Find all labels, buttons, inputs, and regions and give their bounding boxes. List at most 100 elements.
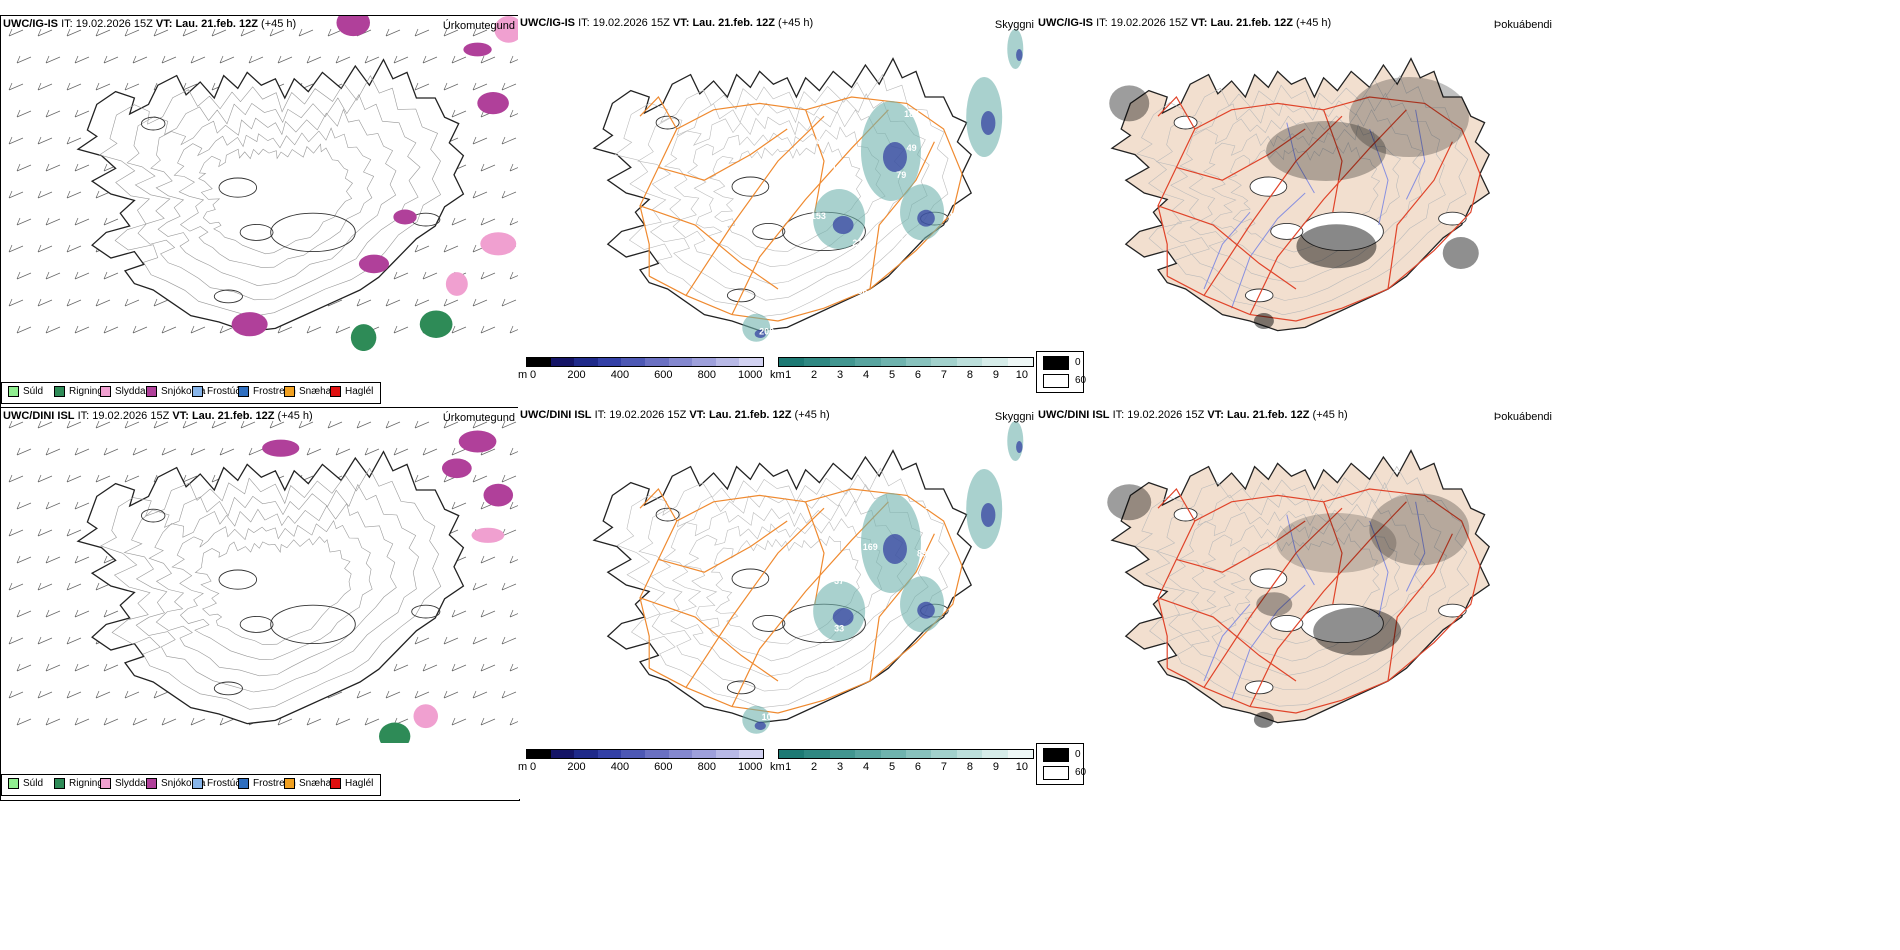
- wind-barb: [472, 190, 488, 199]
- panel-title: UWC/IG-IS IT: 19.02.2026 15Z VT: Lau. 21…: [1038, 17, 1331, 29]
- wind-barb: [240, 420, 256, 429]
- wind-barb: [8, 636, 24, 645]
- road-line: [658, 520, 788, 573]
- legend-label: Frostúði: [207, 386, 244, 397]
- wind-barb: [37, 582, 53, 591]
- terrain-contour: [1227, 141, 1381, 253]
- wind-barb: [45, 163, 61, 172]
- wind-barb: [364, 717, 380, 726]
- wind-barb: [190, 55, 206, 64]
- wind-barb: [480, 217, 496, 226]
- colorbar-unit: km: [770, 369, 785, 381]
- wind-barb: [327, 420, 343, 429]
- road-line: [869, 533, 935, 682]
- wind-barb: [74, 271, 90, 280]
- wind-barb: [480, 609, 496, 618]
- precip-area: [336, 16, 371, 37]
- road-line: [1249, 501, 1407, 707]
- colorbar-tick-label: 8: [966, 369, 973, 381]
- precip-area: [441, 458, 472, 479]
- glacier-outline: [411, 604, 441, 619]
- visibility-value-label: 47: [948, 211, 958, 221]
- visibility-value-label: 49: [907, 143, 917, 153]
- iceland-map[interactable]: [1036, 407, 1554, 747]
- colorbar-strip: [526, 357, 764, 367]
- legend-item: Frostregn: [238, 386, 296, 397]
- colorbar-bin: [621, 750, 645, 758]
- panel-title: UWC/DINI ISL IT: 19.02.2026 15Z VT: Lau.…: [1038, 409, 1348, 421]
- init-label: IT:: [61, 18, 73, 30]
- iceland-map[interactable]: 29 184 208 152 79 153 47 219 122 156 200 49: [518, 15, 1036, 355]
- road-line: [1157, 205, 1297, 290]
- product-name: Þokuábendi: [1493, 411, 1552, 423]
- colorbar-bin: [1007, 358, 1034, 366]
- legend-swatch: [192, 778, 203, 789]
- colorbar-tick-label: 10: [1015, 369, 1028, 381]
- wind-barb: [472, 28, 488, 37]
- wind-barb: [414, 298, 430, 307]
- colorbar-bin: [855, 358, 881, 366]
- wind-barb: [153, 28, 169, 37]
- wind-barb: [451, 109, 467, 118]
- wind-barb: [306, 447, 322, 456]
- wind-barb: [385, 28, 401, 37]
- wind-barb: [95, 582, 111, 591]
- legend-item: Frostúði: [192, 778, 243, 789]
- wind-barb: [74, 663, 90, 672]
- terrain-contour: [616, 467, 950, 709]
- wind-barb: [45, 717, 61, 726]
- wind-barb: [161, 55, 177, 64]
- terrain-contour: [150, 108, 397, 287]
- colorbar-bin: [956, 750, 983, 758]
- fog-index-area: [1442, 237, 1479, 269]
- wind-barb: [480, 555, 496, 564]
- low-visibility-area: [1007, 29, 1024, 69]
- fog-index-area: [1109, 85, 1150, 122]
- terrain-contour: [194, 536, 352, 645]
- legend-label: Snæhagl: [299, 386, 340, 397]
- fog-legend-label: 60: [1075, 375, 1087, 386]
- init-label: IT:: [1112, 409, 1125, 421]
- iceland-map[interactable]: [1, 16, 519, 351]
- wind-barb: [443, 420, 459, 429]
- wind-barb: [327, 28, 343, 37]
- wind-barb: [190, 447, 206, 456]
- precip-type-legend: Súld Rigning Slydda Snjókoma Frostúði Frostre…: [1, 774, 381, 796]
- init-time: 19.02.2026 15Z: [609, 409, 687, 421]
- terrain-contour: [1225, 532, 1381, 644]
- iceland-map[interactable]: [1, 408, 519, 743]
- wind-barb: [422, 447, 438, 456]
- wind-barb: [45, 109, 61, 118]
- visibility-value-label: 33: [834, 623, 844, 633]
- wind-barb: [124, 690, 140, 699]
- valid-time: Lau. 21.feb. 12Z: [191, 410, 275, 422]
- legend-label: Haglél: [345, 386, 374, 397]
- wind-barb: [37, 244, 53, 253]
- wind-barb: [501, 298, 517, 307]
- wind-barb: [45, 447, 61, 456]
- fog-index-area: [1313, 607, 1402, 656]
- colorbar-tick-label: 1: [785, 761, 792, 773]
- wind-barb: [306, 717, 322, 726]
- wind-barb: [37, 82, 53, 91]
- colorbar-tick-label: 5: [888, 761, 896, 773]
- road-line: [805, 109, 825, 213]
- fog-index-area: [1348, 77, 1469, 157]
- wind-barb: [501, 82, 517, 91]
- wind-barb: [501, 420, 517, 429]
- iceland-map[interactable]: [1036, 15, 1554, 355]
- wind-barb: [8, 82, 24, 91]
- terrain-contour: [126, 94, 421, 301]
- iceland-map[interactable]: 86 101 15 169 89 37 33 15 10: [518, 407, 1036, 747]
- wind-barb: [95, 82, 111, 91]
- wind-barb: [385, 690, 401, 699]
- terrain-height-colorbar: m 0 200 400 600 800 1000: [518, 357, 766, 387]
- glacier-outline: [655, 115, 680, 130]
- legend-swatch: [54, 386, 65, 397]
- wind-barb: [480, 325, 496, 334]
- road-line: [1157, 597, 1297, 682]
- legend-label: Slydda: [115, 386, 146, 397]
- wind-barb: [451, 663, 467, 672]
- glacier-outline: [731, 568, 770, 589]
- colorbar-bin: [779, 358, 805, 366]
